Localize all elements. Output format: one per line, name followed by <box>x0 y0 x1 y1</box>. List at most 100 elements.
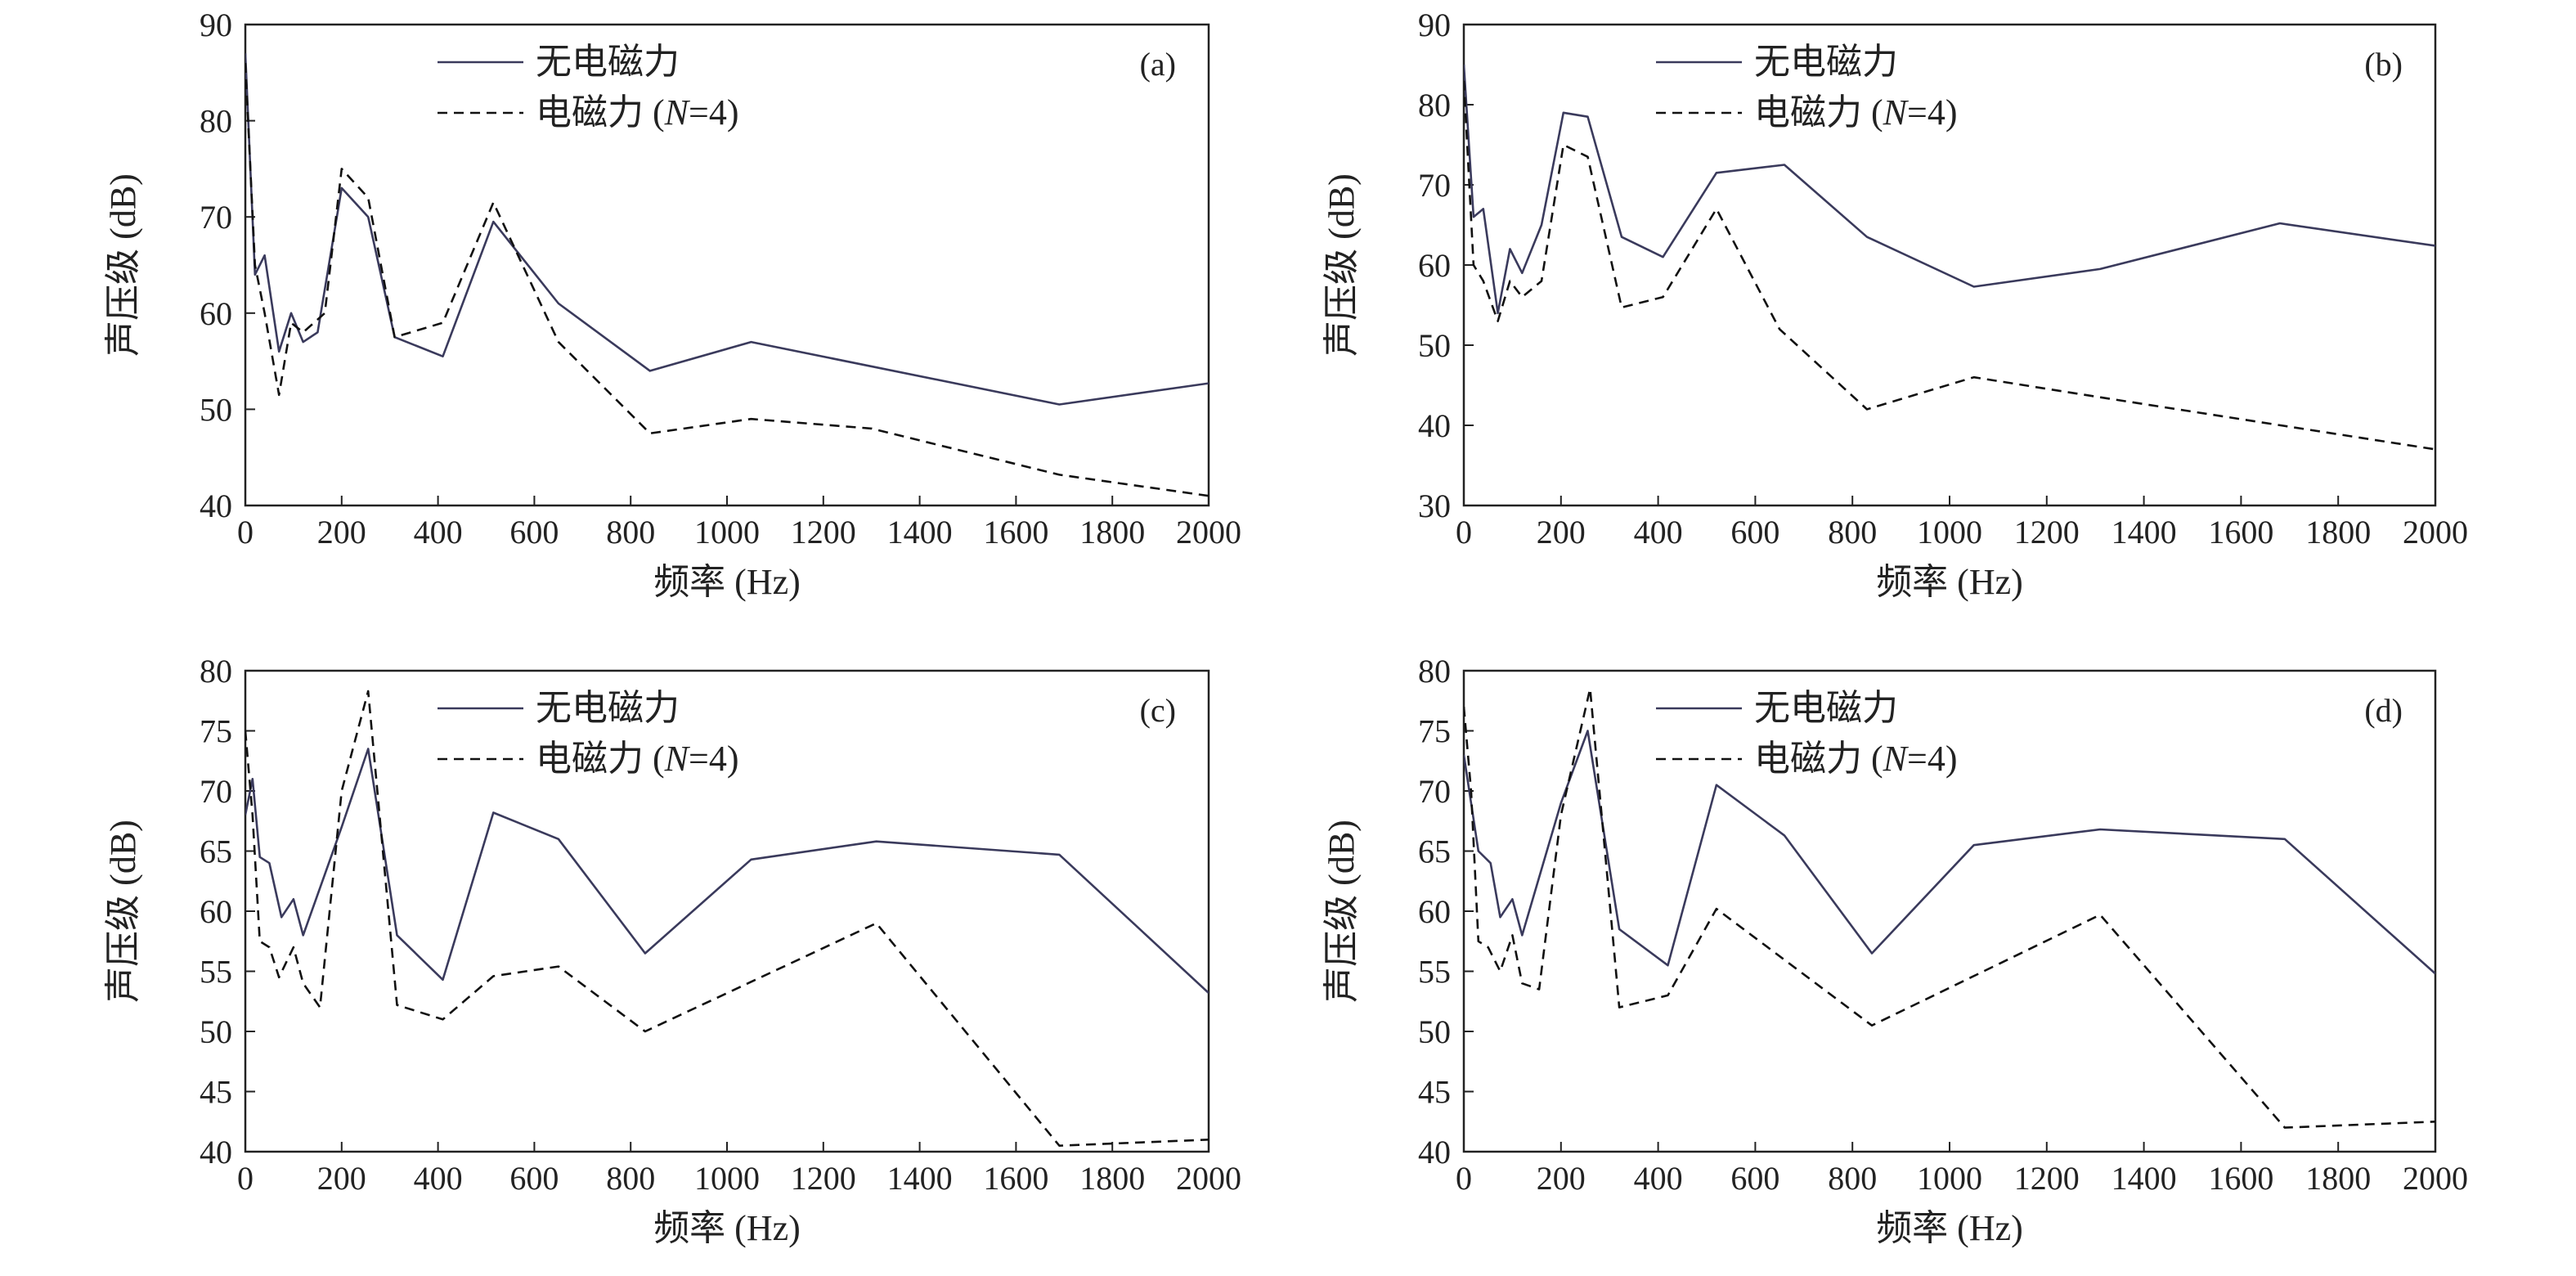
x-tick-label: 1400 <box>2112 514 2177 550</box>
x-tick-label: 600 <box>509 1160 559 1197</box>
chart-panel-4: 0 200 400 600 800 1000 1200 1400 1600 1800 2000 40 4… <box>1322 653 2468 1248</box>
y-tick-label: 55 <box>1418 954 1451 991</box>
x-tick-label: 400 <box>414 514 463 550</box>
x-tick-label: 1600 <box>2208 514 2273 550</box>
legend-entry: 无电磁力 <box>536 688 680 728</box>
series-line-dashed <box>1464 80 2435 451</box>
x-tick-label: 1000 <box>694 514 760 550</box>
x-tick-label: 800 <box>1828 1160 1877 1197</box>
x-tick-label: 2000 <box>2403 1160 2468 1197</box>
x-tick-label: 1000 <box>694 1160 760 1197</box>
x-tick-label: 1400 <box>887 1160 953 1197</box>
x-tick-label: 1400 <box>887 514 953 550</box>
y-tick-label: 60 <box>200 893 232 930</box>
x-tick-label: 1200 <box>791 514 856 550</box>
legend-entry: 电磁力 (N=4) <box>1754 739 1957 779</box>
legend-entry: 电磁力 (N=4) <box>1754 92 1957 133</box>
y-tick-label: 45 <box>200 1074 232 1111</box>
x-tick-label: 400 <box>1634 514 1683 550</box>
y-tick-label: 50 <box>200 391 232 428</box>
series-line-solid <box>245 748 1209 994</box>
x-axis-label: 频率 (Hz) <box>1876 1208 2023 1248</box>
x-tick-label: 200 <box>317 514 366 550</box>
panel-label: (d) <box>2364 692 2403 729</box>
x-tick-label: 1000 <box>1917 1160 1982 1197</box>
y-tick-label: 40 <box>200 1134 232 1170</box>
x-axis-label: 频率 (Hz) <box>1876 562 2023 602</box>
y-tick-label: 80 <box>1418 87 1451 124</box>
x-tick-label: 0 <box>237 514 254 550</box>
legend-italic-n: N <box>1883 739 1910 779</box>
y-tick-label: 75 <box>200 713 232 750</box>
x-tick-label: 0 <box>1456 1160 1472 1197</box>
x-tick-label: 2000 <box>1176 514 1241 550</box>
legend-entry: 无电磁力 <box>536 42 680 82</box>
x-tick-label: 200 <box>317 1160 366 1197</box>
y-tick-label: 55 <box>200 954 232 991</box>
y-axis-label: 声压级 (dB) <box>1322 820 1362 1003</box>
x-tick-label: 1800 <box>2305 1160 2371 1197</box>
x-tick-label: 600 <box>1730 1160 1779 1197</box>
y-tick-label: 70 <box>200 199 232 236</box>
series-line-solid <box>1464 64 2435 315</box>
y-tick-label: 90 <box>1418 7 1451 43</box>
y-tick-label: 40 <box>1418 1134 1451 1170</box>
legend-italic-n: N <box>664 92 691 133</box>
x-tick-label: 1600 <box>983 514 1048 550</box>
legend-italic-n: N <box>1883 92 1910 133</box>
panel-label: (a) <box>1140 46 1176 83</box>
x-tick-label: 200 <box>1537 514 1586 550</box>
chart-panel-1: 0 200 400 600 800 1000 1200 1400 1600 1800 2000 40 5… <box>103 7 1241 602</box>
panel-label: (b) <box>2364 46 2403 83</box>
legend-entry: 电磁力 (N=4) <box>536 92 738 133</box>
x-tick-label: 800 <box>606 514 655 550</box>
y-tick-label: 90 <box>200 7 232 43</box>
x-tick-label: 600 <box>509 514 559 550</box>
y-tick-label: 70 <box>1418 773 1451 810</box>
y-tick-label: 60 <box>200 295 232 332</box>
x-tick-label: 1600 <box>2208 1160 2273 1197</box>
y-tick-label: 50 <box>1418 1013 1451 1050</box>
x-tick-label: 2000 <box>1176 1160 1241 1197</box>
x-tick-label: 600 <box>1730 514 1779 550</box>
x-tick-label: 1400 <box>2112 1160 2177 1197</box>
y-tick-label: 80 <box>200 653 232 690</box>
series-line-solid <box>245 53 1209 406</box>
x-tick-label: 200 <box>1537 1160 1586 1197</box>
y-tick-label: 45 <box>1418 1074 1451 1111</box>
x-tick-label: 800 <box>1828 514 1877 550</box>
legend-entry: 无电磁力 <box>1754 42 1898 82</box>
y-tick-label: 40 <box>200 487 232 524</box>
y-tick-label: 80 <box>1418 653 1451 690</box>
y-axis-label: 声压级 (dB) <box>103 820 143 1003</box>
y-tick-label: 70 <box>200 773 232 810</box>
chart-panel-2: 0 200 400 600 800 1000 1200 1400 1600 1800 2000 30 4… <box>1322 7 2468 602</box>
x-tick-label: 0 <box>237 1160 254 1197</box>
x-tick-label: 1800 <box>2305 514 2371 550</box>
x-tick-label: 1800 <box>1079 514 1145 550</box>
x-tick-label: 1200 <box>791 1160 856 1197</box>
legend-italic-n: N <box>664 739 691 779</box>
x-tick-label: 800 <box>606 1160 655 1197</box>
y-tick-label: 40 <box>1418 407 1451 444</box>
panel-label: (c) <box>1140 692 1176 729</box>
x-tick-label: 1000 <box>1917 514 1982 550</box>
y-axis-label: 声压级 (dB) <box>1322 173 1362 357</box>
y-tick-label: 65 <box>1418 833 1451 870</box>
y-tick-label: 60 <box>1418 247 1451 284</box>
y-tick-label: 65 <box>200 833 232 870</box>
x-axis-label: 频率 (Hz) <box>653 1208 801 1248</box>
series-line-dashed <box>245 62 1209 497</box>
y-axis-label: 声压级 (dB) <box>103 173 143 357</box>
x-tick-label: 0 <box>1456 514 1472 550</box>
legend-entry: 无电磁力 <box>1754 688 1898 728</box>
series-line-dashed <box>1464 687 2435 1129</box>
y-tick-label: 70 <box>1418 167 1451 204</box>
series-line-dashed <box>245 690 1209 1147</box>
x-axis-label: 频率 (Hz) <box>653 562 801 602</box>
x-tick-label: 400 <box>1634 1160 1683 1197</box>
y-tick-label: 75 <box>1418 713 1451 750</box>
y-tick-label: 50 <box>1418 327 1451 364</box>
x-tick-label: 1800 <box>1079 1160 1145 1197</box>
